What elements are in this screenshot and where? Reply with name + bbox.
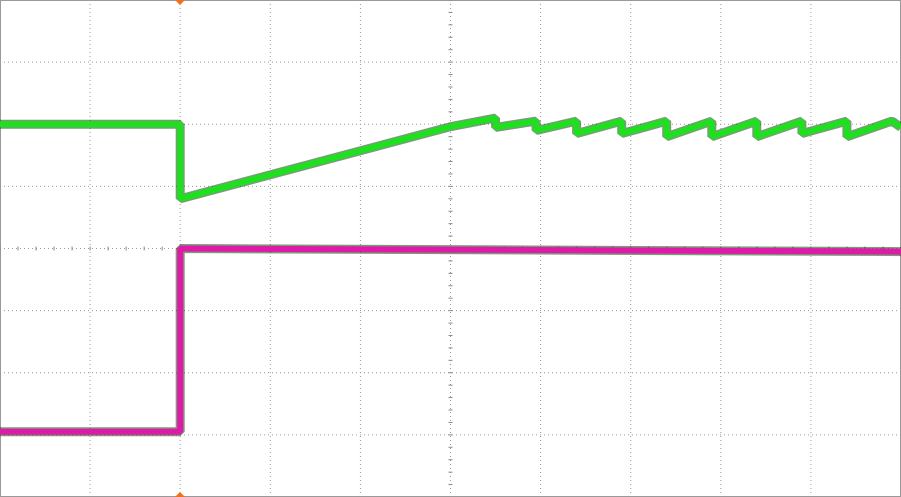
- trigger-marker-bottom: [175, 492, 185, 497]
- trace: [0, 115, 901, 202]
- trigger-marker-top: [175, 0, 185, 5]
- trace: [0, 245, 901, 435]
